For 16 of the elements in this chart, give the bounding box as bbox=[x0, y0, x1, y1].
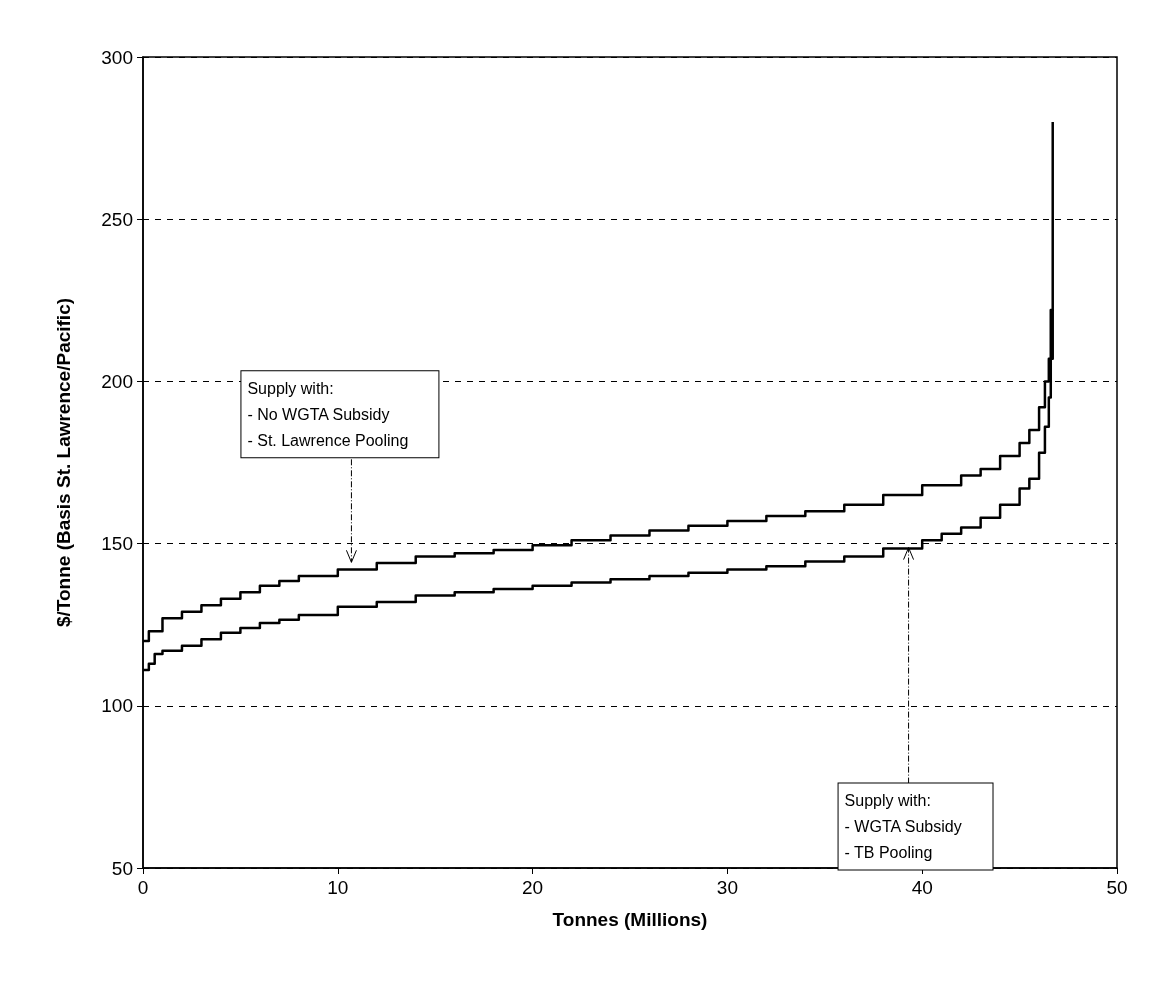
x-axis-title: Tonnes (Millions) bbox=[552, 909, 708, 930]
y-tick-label: 200 bbox=[101, 370, 133, 392]
y-tick-label: 250 bbox=[101, 208, 133, 230]
y-tick-label: 100 bbox=[101, 695, 133, 717]
x-tick-label: 10 bbox=[327, 877, 349, 898]
y-tick-label: 50 bbox=[111, 857, 133, 879]
x-tick-label: 40 bbox=[911, 877, 933, 898]
x-tick-label: 50 bbox=[1106, 877, 1128, 898]
annotation: Supply with: - No WGTA Subsidy - St. Lawrence Pooling bbox=[247, 379, 409, 449]
annotation: Supply with: - WGTA Subsidy - TB Pooling bbox=[844, 792, 962, 862]
y-axis-title: $/Tonne (Basis St. Lawrence/Pacific) bbox=[53, 297, 74, 628]
y-tick-label: 150 bbox=[101, 533, 133, 555]
x-tick-label: 30 bbox=[716, 877, 738, 898]
y-tick-label: 300 bbox=[101, 46, 133, 68]
x-tick-label: 20 bbox=[522, 877, 544, 898]
x-tick-label: 0 bbox=[137, 877, 149, 898]
